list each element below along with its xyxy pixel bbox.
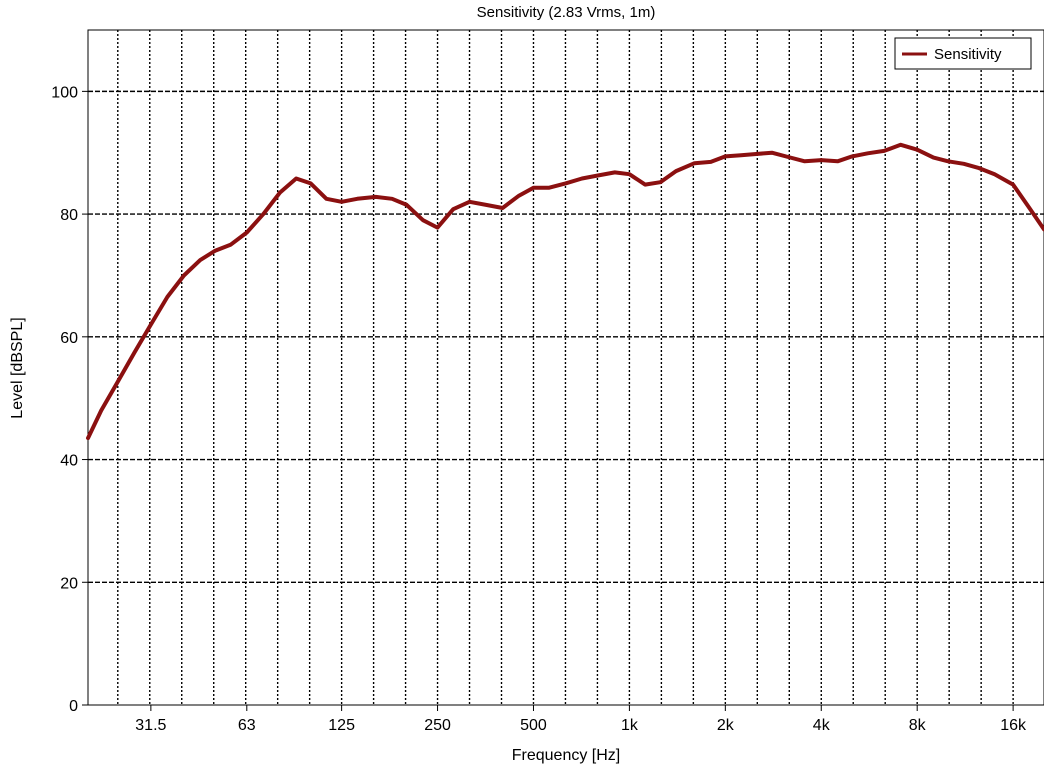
y-tick-label: 60 — [60, 330, 78, 347]
y-tick-label: 100 — [51, 84, 78, 101]
x-axis-label: Frequency [Hz] — [512, 747, 620, 764]
series-line-sensitivity — [86, 142, 1044, 441]
y-tick-label: 20 — [60, 575, 78, 592]
chart-title: Sensitivity (2.83 Vrms, 1m) — [477, 4, 656, 21]
x-tick-label: 125 — [328, 717, 355, 734]
y-axis-label: Level [dBSPL] — [9, 317, 26, 418]
y-axis-ticks: 0 20 40 60 80 100 — [51, 84, 88, 715]
x-tick-label: 63 — [238, 717, 256, 734]
x-tick-label: 1k — [621, 717, 639, 734]
plot-frame — [87, 29, 1044, 706]
legend: Sensitivity — [894, 37, 1032, 70]
x-tick-label: 31.5 — [135, 717, 166, 734]
y-tick-label: 80 — [60, 207, 78, 224]
y-tick-label: 40 — [60, 453, 78, 470]
x-tick-label: 250 — [424, 717, 451, 734]
x-tick-label: 8k — [909, 717, 927, 734]
y-tick-label: 0 — [69, 698, 78, 715]
series-layer — [86, 142, 1044, 441]
x-tick-label: 2k — [717, 717, 735, 734]
x-tick-label: 500 — [520, 717, 547, 734]
x-tick-label: 4k — [813, 717, 831, 734]
x-axis-ticks: 31.5 63 125 250 500 1k 2k 4k 8k 16k — [135, 705, 1027, 734]
major-gridlines — [88, 90, 1044, 583]
legend-entry-sensitivity: Sensitivity — [934, 46, 1002, 63]
x-tick-label: 16k — [1000, 717, 1027, 734]
minor-gridlines — [117, 30, 1014, 705]
